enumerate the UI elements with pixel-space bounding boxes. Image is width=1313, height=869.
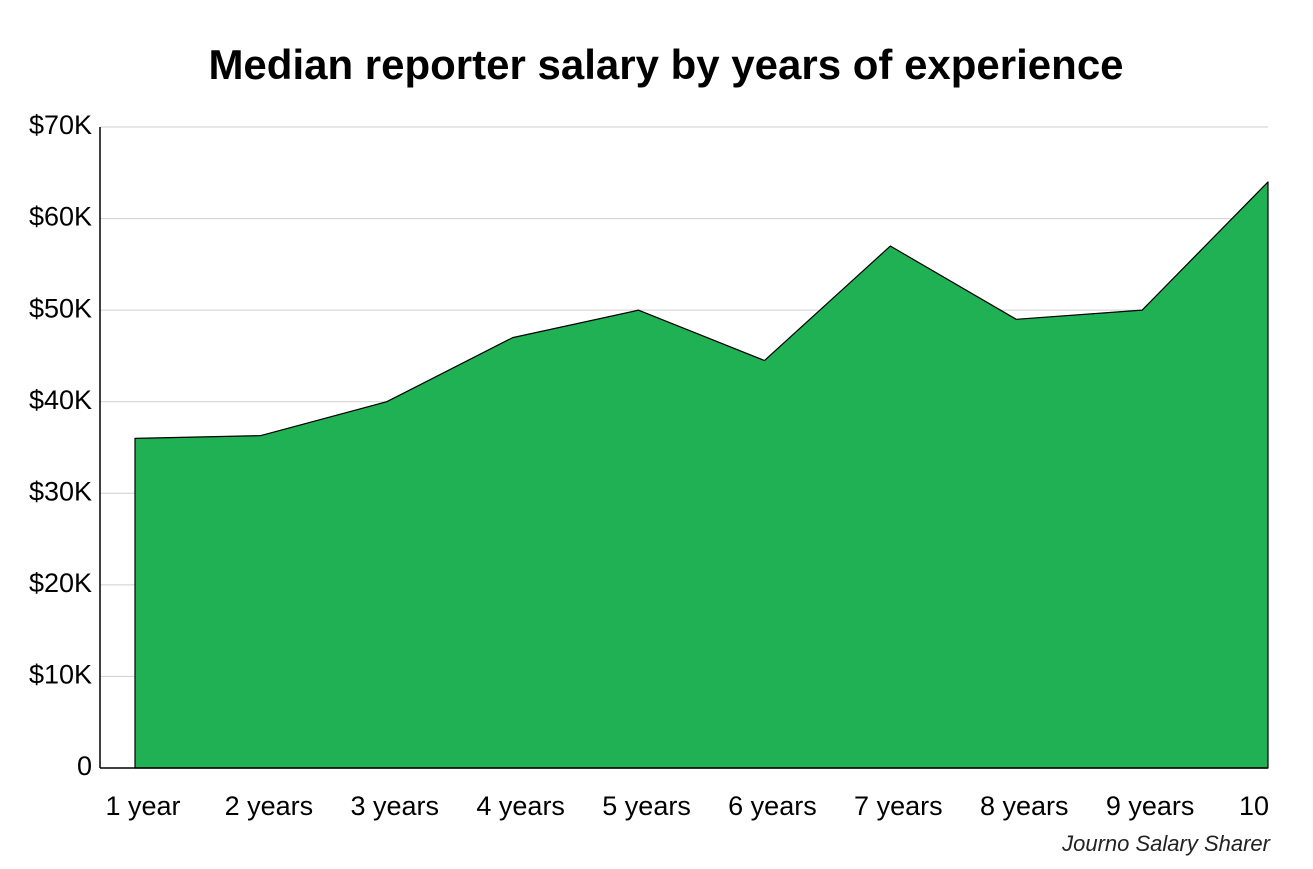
x-tick-label: 8 years	[980, 791, 1069, 821]
x-tick-label: 6 years	[728, 791, 817, 821]
y-tick-label: $10K	[29, 660, 92, 690]
x-tick-label: 9 years	[1106, 791, 1195, 821]
x-tick-label: 4 years	[476, 791, 565, 821]
x-tick-label: 1 year	[105, 791, 180, 821]
x-tick-label: 2 years	[225, 791, 314, 821]
x-tick-label: 10	[1239, 791, 1269, 821]
y-tick-label: $70K	[29, 110, 92, 140]
y-tick-label: $40K	[29, 385, 92, 415]
y-tick-label: $20K	[29, 568, 92, 598]
x-tick-label: 3 years	[351, 791, 440, 821]
y-tick-label: $50K	[29, 293, 92, 323]
y-tick-label: 0	[77, 751, 92, 781]
x-tick-label: 5 years	[602, 791, 691, 821]
y-tick-label: $30K	[29, 476, 92, 506]
x-tick-label: 7 years	[854, 791, 943, 821]
area	[134, 181, 1269, 769]
chart-title: Median reporter salary by years of exper…	[208, 41, 1123, 88]
y-tick-label: $60K	[29, 202, 92, 232]
source-note: Journo Salary Sharer	[1061, 831, 1272, 856]
